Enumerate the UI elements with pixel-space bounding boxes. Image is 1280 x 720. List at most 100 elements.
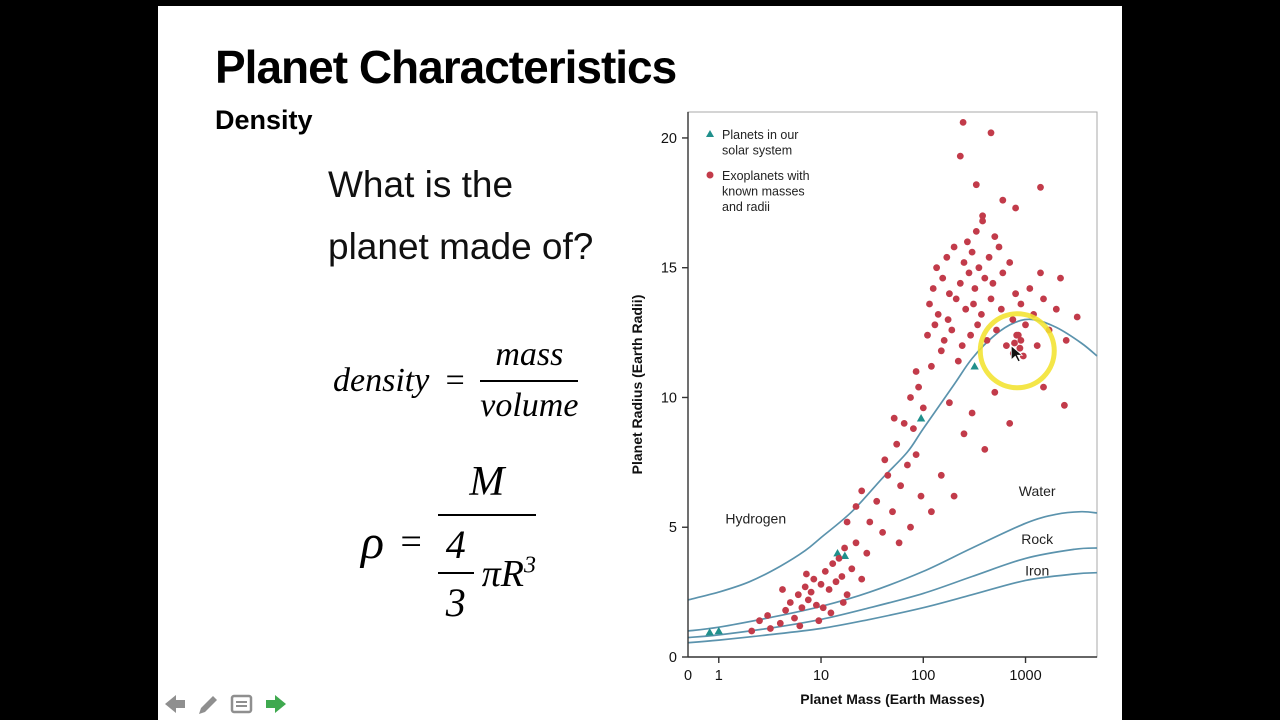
exoplanet-point: [993, 326, 1000, 334]
question-line-2: planet made of?: [328, 226, 594, 267]
exoplanet-point: [995, 243, 1003, 251]
x-tick-label: 100: [911, 668, 935, 684]
exoplanet-point: [776, 619, 784, 627]
y-tick-label: 0: [669, 650, 677, 666]
solar-system-point: [916, 414, 926, 422]
exoplanet-point: [815, 617, 823, 625]
exoplanet-point: [756, 617, 763, 625]
exoplanet-point: [866, 518, 874, 526]
exoplanet-point: [997, 305, 1005, 313]
exoplanet-point: [946, 290, 953, 298]
exoplanet-point: [807, 588, 815, 596]
exoplanet-point: [926, 300, 933, 308]
exoplanet-point: [819, 604, 827, 612]
exoplanet-point: [960, 430, 968, 438]
exoplanet-point: [852, 539, 860, 547]
exoplanet-point: [848, 565, 856, 573]
exoplanet-point: [939, 274, 947, 282]
y-tick-label: 5: [669, 520, 677, 536]
exoplanet-point: [907, 523, 914, 531]
exponent: 3: [523, 551, 536, 578]
exoplanet-point: [1073, 313, 1081, 321]
question-line-1: What is the: [328, 164, 514, 205]
exoplanet-point: [1016, 344, 1024, 352]
rho-formula: ρ = M 4 3 πR3: [361, 458, 536, 626]
exoplanet-point: [1037, 269, 1044, 277]
exoplanet-point: [881, 456, 889, 464]
slide-subtitle: Density: [215, 105, 313, 135]
pen-icon: [199, 696, 217, 714]
exoplanet-point: [817, 580, 825, 588]
curve-water: [687, 510, 1098, 632]
exoplanet-point: [1037, 183, 1044, 191]
next-slide-button[interactable]: [262, 692, 288, 716]
legend-label-0: solar system: [722, 144, 792, 158]
exoplanet-point: [782, 606, 789, 614]
four-thirds-numerator: 4: [437, 521, 474, 574]
exoplanet-point: [981, 446, 989, 453]
exoplanet-point: [1012, 290, 1019, 298]
exoplanet-point: [968, 409, 976, 417]
slide: Planet Characteristics Density What is t…: [158, 6, 1122, 720]
exoplanet-point: [959, 119, 967, 126]
exoplanet-point: [956, 279, 964, 287]
exoplanet-point: [813, 601, 820, 609]
exoplanet-point: [1057, 274, 1064, 282]
solar-system-point: [970, 362, 979, 370]
exoplanet-point: [967, 331, 974, 339]
exoplanet-point: [915, 383, 922, 391]
exoplanet-point: [972, 228, 980, 235]
exoplanet-point: [950, 243, 958, 251]
exoplanet-point: [796, 622, 804, 630]
curve-iron: [687, 571, 1098, 644]
curve-label-hydrogen: Hydrogen: [725, 510, 786, 526]
exoplanet-point: [1061, 401, 1068, 409]
exoplanet-point: [944, 316, 952, 323]
density-fraction: mass volume: [480, 336, 579, 425]
curve-label-rock: Rock: [1021, 531, 1054, 547]
exoplanet-point: [934, 311, 942, 318]
exoplanet-point: [904, 461, 911, 469]
back-arrow-icon: [165, 695, 185, 713]
exoplanet-point: [825, 586, 833, 593]
curve-rock: [687, 547, 1098, 639]
curve-label-iron: Iron: [1025, 562, 1049, 578]
exoplanet-point: [943, 253, 951, 261]
exoplanet-point: [971, 285, 979, 292]
exoplanet-point: [1033, 342, 1041, 349]
x-tick-label: 0: [684, 668, 692, 684]
exoplanet-point: [991, 233, 999, 241]
exoplanet-point: [962, 305, 970, 313]
exoplanet-point: [910, 425, 917, 432]
exoplanet-point: [965, 269, 973, 277]
exoplanet-point: [858, 487, 866, 495]
exoplanet-point: [950, 492, 958, 500]
y-axis-title: Planet Radius (Earth Radii): [630, 295, 645, 475]
exoplanet-point: [912, 451, 920, 458]
exoplanet-point: [879, 529, 886, 536]
exoplanet-point: [794, 591, 802, 599]
exoplanet-point: [852, 503, 860, 510]
exoplanet-point: [1012, 204, 1019, 212]
density-fraction-numerator: mass: [480, 336, 579, 382]
four-thirds-fraction: 4 3: [437, 521, 474, 626]
exoplanet-point: [804, 596, 812, 604]
exoplanet-point: [985, 253, 993, 261]
notes-button[interactable]: [229, 692, 255, 716]
exoplanet-point: [827, 609, 835, 617]
notes-icon: [230, 694, 253, 714]
exoplanet-point: [1040, 383, 1047, 391]
y-tick-label: 10: [661, 390, 677, 406]
legend-label-1: and radii: [722, 200, 770, 214]
pen-tool-button[interactable]: [196, 692, 222, 716]
exoplanet-point: [893, 440, 901, 448]
exoplanet-point: [987, 295, 995, 303]
previous-slide-button[interactable]: [163, 692, 189, 716]
legend-marker-0: [706, 130, 714, 137]
legend-marker-1: [706, 171, 714, 179]
curve-label-water: Water: [1019, 483, 1056, 499]
exoplanet-point: [843, 518, 851, 526]
exoplanet-point: [931, 321, 939, 329]
exoplanet-point: [954, 357, 962, 365]
highlight-circle: [977, 311, 1057, 391]
